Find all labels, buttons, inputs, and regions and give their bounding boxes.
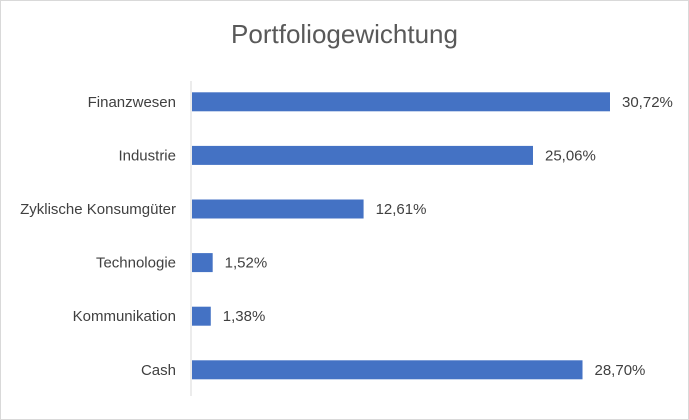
category-label: Technologie: [96, 255, 176, 272]
bar: [192, 199, 364, 219]
value-label: 1,38%: [223, 308, 266, 325]
bars-group: Finanzwesen 30,72% Industrie 25,06% Zyklisch…: [20, 92, 673, 380]
bar: [192, 145, 533, 165]
bar: [192, 253, 213, 273]
value-label: 1,52%: [225, 255, 268, 272]
category-label: Zyklische Konsumgüter: [20, 201, 176, 218]
value-label: 28,70%: [595, 362, 646, 379]
category-label: Finanzwesen: [88, 94, 176, 111]
bar: [192, 360, 583, 380]
bar: [192, 92, 610, 112]
chart-title: Portfoliogewichtung: [231, 19, 458, 49]
value-label: 12,61%: [376, 201, 427, 218]
category-label: Kommunikation: [73, 308, 176, 325]
value-label: 30,72%: [622, 94, 673, 111]
bar: [192, 306, 211, 326]
value-label: 25,06%: [545, 147, 596, 164]
category-label: Industrie: [118, 147, 176, 164]
category-label: Cash: [141, 362, 176, 379]
